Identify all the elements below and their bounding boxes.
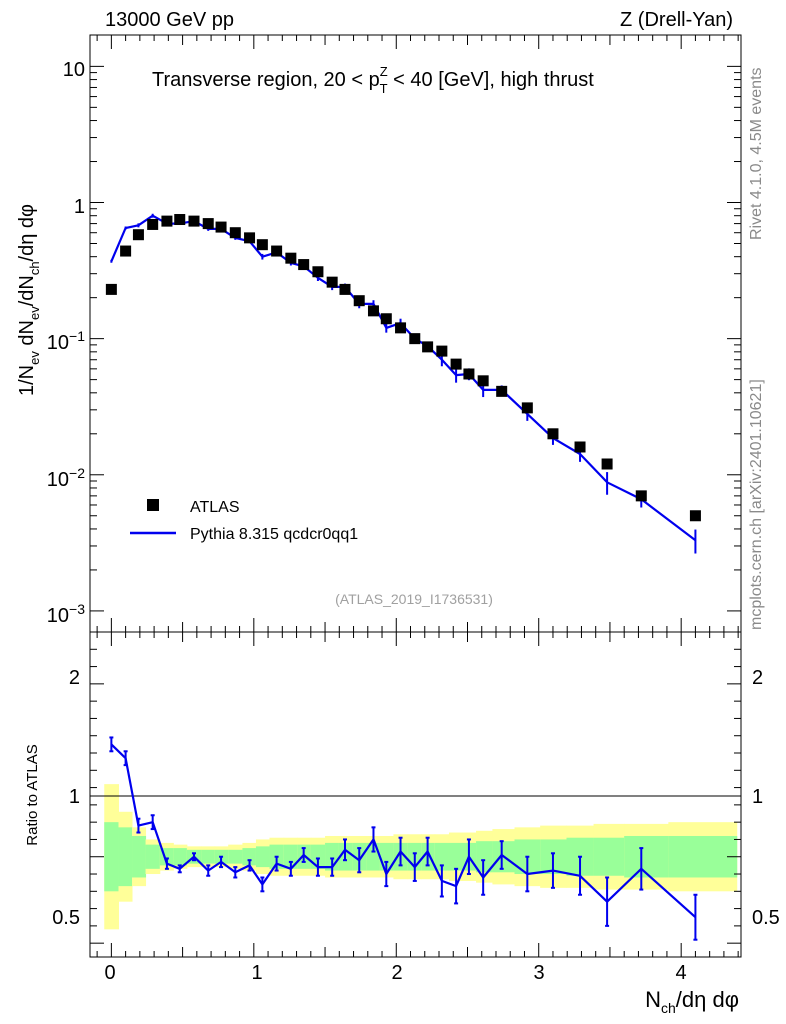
ratio-band-inner (242, 848, 257, 866)
main-panel: 10 1 10−1 10−2 10−3 Transverse region, 2… (16, 34, 742, 633)
x-tick-1: 1 (251, 962, 262, 984)
data-point (188, 215, 200, 227)
data-point (436, 345, 448, 357)
x-tick-0: 0 (104, 962, 115, 984)
chart-title: Transverse region, 20 < pZ T < 40 [GeV], … (152, 64, 594, 96)
ratio-y-tick-1: 1 (69, 786, 80, 808)
y-tick-label-10: 10 (63, 59, 85, 81)
ratio-band-inner (255, 846, 270, 868)
rivet-label: Rivet 4.1.0, 4.5M events (748, 67, 765, 240)
data-point (367, 305, 379, 317)
data-points-layer (105, 214, 701, 522)
ratio-y-tick-0.5-right: 0.5 (752, 907, 780, 929)
ratio-band-inner (104, 822, 119, 892)
legend-atlas-marker (147, 499, 159, 511)
header-right: Z (Drell-Yan) (620, 9, 733, 31)
data-point (271, 245, 283, 257)
data-point (574, 441, 586, 453)
y-tick-label-0.001: 10−3 (47, 601, 85, 627)
data-point (547, 428, 559, 440)
ratio-y-tick-1-right: 1 (752, 786, 763, 808)
data-point (312, 266, 324, 278)
ratio-band-inner (145, 844, 161, 869)
data-point (409, 333, 421, 345)
data-point (422, 341, 434, 353)
ratio-y-axis-title: Ratio to ATLAS (24, 744, 41, 845)
y-tick-label-0.1: 10−1 (47, 328, 85, 354)
legend-mc-label: Pythia 8.315 qcdcr0qq1 (190, 526, 358, 543)
data-point (132, 229, 144, 241)
data-point (380, 313, 392, 325)
data-point (256, 239, 268, 251)
data-point (229, 227, 241, 239)
ratio-curve-layer (109, 736, 698, 941)
data-point (120, 245, 132, 257)
data-point (105, 283, 117, 295)
ratio-band-inner (118, 827, 133, 887)
ratio-band-inner (434, 842, 450, 871)
analysis-ref-label: (ATLAS_2019_I1736531) (335, 591, 493, 607)
data-point (463, 368, 475, 380)
ratio-band-inner (476, 841, 493, 873)
data-point (353, 295, 365, 307)
data-point (215, 221, 227, 233)
ratio-frame (89, 631, 742, 958)
ratio-axis-ticks (90, 632, 741, 957)
data-point (147, 218, 159, 230)
header-left: 13000 GeV pp (105, 9, 234, 31)
data-point (339, 283, 351, 295)
data-point (635, 490, 647, 502)
ratio-band-inner (624, 835, 669, 878)
ratio-y-tick-2: 2 (69, 667, 80, 689)
data-point (326, 276, 338, 288)
ratio-band-inner (668, 835, 738, 878)
ratio-band-inner (448, 842, 464, 871)
x-tick-4: 4 (675, 962, 686, 984)
legend: ATLAS Pythia 8.315 qcdcr0qq1 (130, 499, 358, 543)
ratio-band-inner (283, 844, 298, 869)
y-tick-label-1: 1 (74, 196, 85, 218)
data-point (174, 214, 186, 226)
data-point (496, 385, 508, 397)
ratio-band-inner (593, 837, 625, 876)
data-point (477, 375, 489, 387)
data-point (285, 252, 297, 264)
legend-atlas-label: ATLAS (190, 499, 240, 516)
main-y-axis-title: 1/Nev dNev/dNch/dη dφ (16, 204, 42, 396)
y-tick-label-0.01: 10−2 (47, 465, 85, 491)
x-axis-title: Nch/dη dφ (645, 987, 739, 1016)
x-tick-3: 3 (533, 962, 544, 984)
ratio-panel: 2 1 0.5 2 1 0.5 Ratio to ATLAS 0 1 2 3 4… (24, 631, 780, 1016)
data-point (601, 458, 613, 470)
ratio-band-inner (228, 849, 243, 864)
data-point (161, 215, 173, 227)
data-point (689, 510, 701, 522)
data-point (450, 358, 462, 370)
data-point (244, 232, 256, 244)
ratio-band-inner (201, 849, 216, 864)
main-axis-ticks (90, 35, 741, 632)
ratio-frame-bg (90, 632, 741, 957)
ratio-band-inner (132, 835, 147, 878)
data-point (298, 259, 310, 271)
data-point (521, 402, 533, 414)
ratio-band-inner (173, 848, 188, 866)
data-point (202, 218, 214, 230)
data-point (395, 322, 407, 334)
x-tick-2: 2 (391, 962, 402, 984)
ratio-y-tick-2-right: 2 (752, 667, 763, 689)
mcplots-label: mcplots.cern.ch [arXiv:2401.10621] (748, 379, 765, 630)
ratio-y-tick-0.5: 0.5 (52, 907, 80, 929)
